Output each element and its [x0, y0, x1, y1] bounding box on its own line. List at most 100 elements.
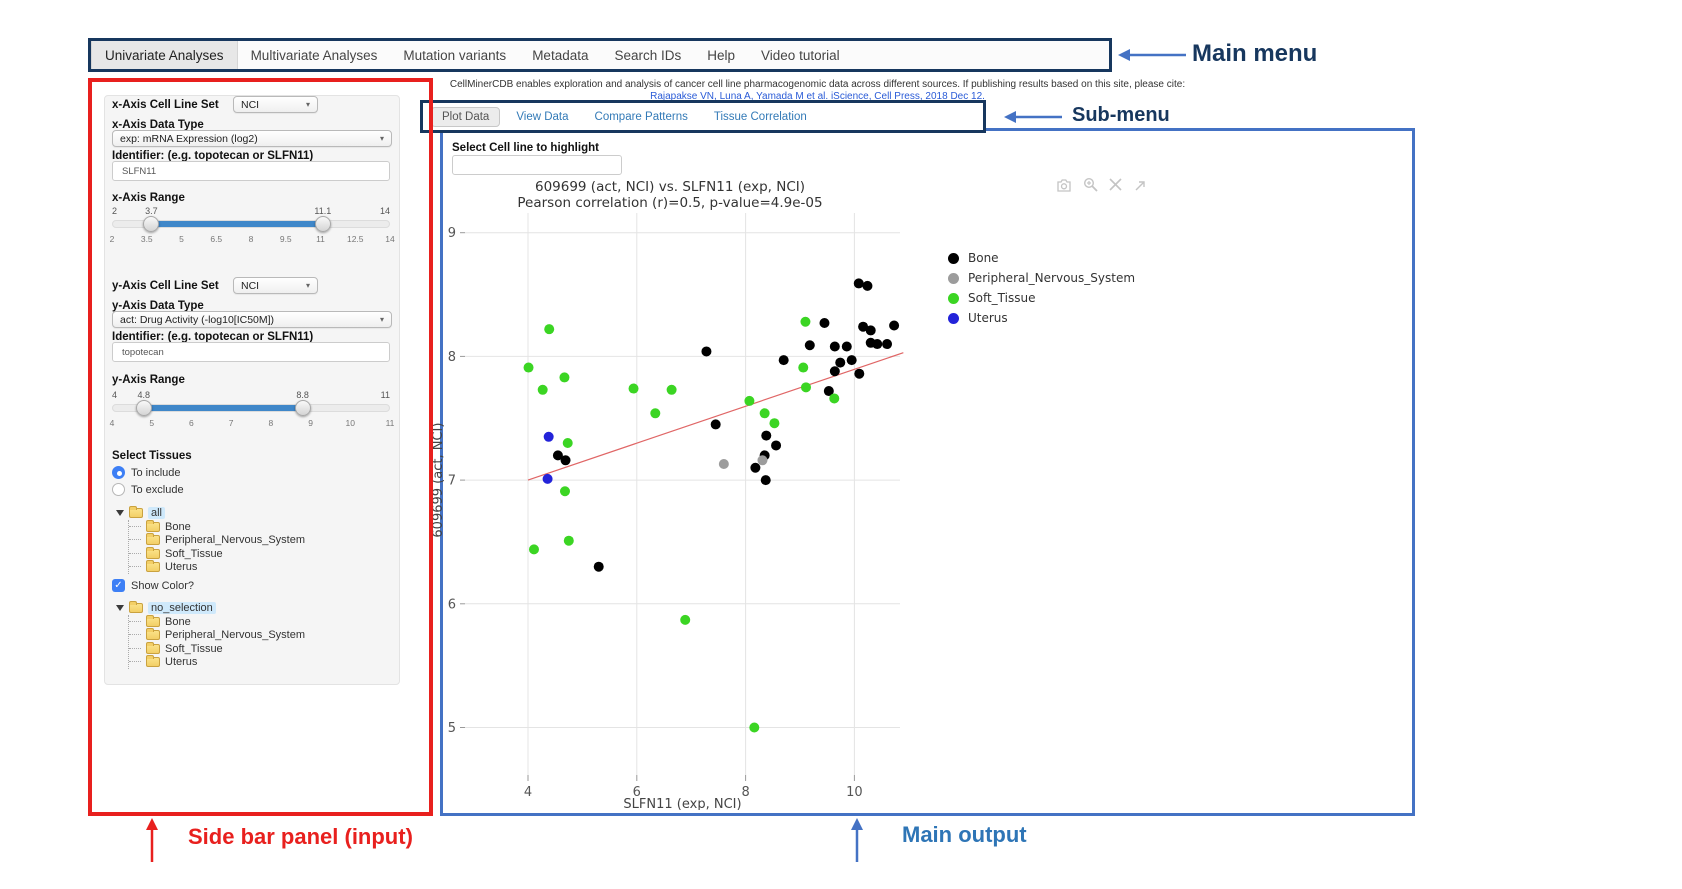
data-point-bone — [829, 366, 840, 377]
tab-tissue-correlation[interactable]: Tissue Correlation — [713, 110, 807, 123]
legend-item-uterus[interactable]: Uterus — [944, 308, 1135, 328]
y-axis-cell-line-set-value: NCI — [241, 279, 260, 292]
x-axis-identifier-input[interactable] — [112, 161, 390, 181]
data-point-bone — [872, 339, 883, 350]
legend-item-soft-tissue[interactable]: Soft_Tissue — [944, 288, 1135, 308]
data-point-bone — [862, 280, 873, 291]
tree-node-label: Uterus — [165, 561, 198, 574]
tree-caret-icon[interactable] — [116, 510, 124, 516]
data-point-soft-tissue — [769, 418, 780, 429]
show-color-checkbox[interactable]: ✓ Show Color? — [112, 579, 194, 592]
x-axis-data-type-select[interactable]: exp: mRNA Expression (log2) ▾ — [112, 130, 392, 147]
camera-icon[interactable] — [1056, 178, 1072, 192]
y-axis-range-slider[interactable]: 4 11 4.8 8.8 4 5 6 7 8 9 10 11 — [110, 390, 395, 430]
slider-to-value: 8.8 — [296, 390, 309, 400]
tree-caret-icon[interactable] — [116, 605, 124, 611]
slider-max-label: 14 — [379, 206, 390, 216]
slider-handle-to[interactable] — [314, 216, 331, 232]
tissue-tree: all Bone Peripheral_Nervous_System Soft_Tis… — [116, 506, 305, 574]
tree-node-uterus[interactable]: Uterus — [129, 655, 305, 670]
slider-rail[interactable] — [112, 404, 390, 412]
legend-item-bone[interactable]: Bone — [944, 248, 1135, 268]
tree-node-label: all — [148, 507, 166, 519]
tissue-exclude-radio[interactable]: To exclude — [112, 483, 184, 496]
y-axis-cell-line-set-select[interactable]: NCI ▾ — [233, 277, 318, 294]
data-point-bone — [710, 419, 721, 430]
menu-item-video-tutorial[interactable]: Video tutorial — [761, 48, 840, 63]
tree-node-soft-tissue[interactable]: Soft_Tissue — [129, 546, 305, 561]
y-tick-label: 8 — [448, 350, 456, 365]
data-point-bone — [750, 462, 761, 473]
tree-node-all[interactable]: all — [116, 506, 305, 520]
tab-compare-patterns[interactable]: Compare Patterns — [594, 110, 688, 123]
menu-item-multivariate-analyses[interactable]: Multivariate Analyses — [250, 48, 378, 63]
data-point-bone — [560, 455, 571, 466]
data-point-bone — [593, 561, 604, 572]
slider-handle-from[interactable] — [143, 216, 160, 232]
data-point-uterus — [543, 431, 554, 442]
folder-icon — [146, 641, 160, 654]
y-axis-identifier-input[interactable] — [112, 342, 390, 362]
sub-menu-arrow-icon — [1004, 111, 1062, 123]
data-point-soft-tissue — [650, 408, 661, 419]
x-axis-data-type-label: x-Axis Data Type — [112, 119, 204, 131]
legend-marker-icon — [948, 272, 959, 284]
y-axis-data-type-select[interactable]: act: Drug Activity (-log10[IC50M]) ▾ — [112, 311, 392, 328]
main-output-annotation-label: Main output — [902, 822, 1027, 847]
tree-node-peripheral-nervous-system[interactable]: Peripheral_Nervous_System — [129, 628, 305, 643]
legend-marker-icon — [948, 252, 959, 264]
main-menu-bar: Univariate Analyses Multivariate Analyses… — [88, 38, 1112, 72]
menu-item-metadata[interactable]: Metadata — [532, 48, 589, 63]
data-point-bone — [889, 320, 900, 331]
tree-node-uterus[interactable]: Uterus — [129, 560, 305, 575]
folder-icon — [146, 533, 160, 546]
tree-node-peripheral-nervous-system[interactable]: Peripheral_Nervous_System — [129, 533, 306, 548]
close-icon[interactable] — [1109, 178, 1122, 191]
data-point-bone — [854, 368, 865, 379]
menu-item-mutation-variants[interactable]: Mutation variants — [403, 48, 507, 63]
slider-from-value: 3.7 — [145, 206, 158, 216]
slider-handle-to[interactable] — [294, 400, 311, 416]
tab-plot-data[interactable]: Plot Data — [431, 106, 501, 127]
data-point-soft-tissue — [559, 486, 570, 497]
legend-marker-icon — [948, 292, 959, 304]
tissue-include-label: To include — [131, 466, 181, 479]
tree-node-no-selection[interactable]: no_selection — [116, 601, 305, 615]
data-point-peripheral-nervous-system — [757, 455, 768, 466]
pan-arrow-icon[interactable] — [1133, 178, 1147, 192]
plot-toolbar — [1056, 177, 1147, 192]
tree-node-bone[interactable]: Bone — [129, 519, 305, 534]
menu-item-help[interactable]: Help — [707, 48, 736, 63]
tab-view-data[interactable]: View Data — [516, 110, 569, 123]
slider-tick: 6.5 — [210, 234, 223, 244]
highlight-cell-line-input[interactable] — [452, 155, 622, 175]
show-color-label: Show Color? — [131, 579, 194, 592]
chevron-down-icon: ▾ — [305, 100, 310, 109]
tree-node-soft-tissue[interactable]: Soft_Tissue — [129, 641, 305, 656]
data-point-soft-tissue — [829, 393, 840, 404]
slider-handle-from[interactable] — [135, 400, 152, 416]
data-point-bone — [552, 450, 563, 461]
x-axis-range-slider[interactable]: 2 14 3.7 11.1 2 3.5 5 6.5 8 9.5 11 12.5 14 — [110, 206, 395, 246]
zoom-in-icon[interactable] — [1083, 177, 1098, 192]
citation-link[interactable]: Rajapakse VN, Luna A, Yamada M et al. iS… — [650, 91, 985, 102]
data-point-soft-tissue — [666, 384, 677, 395]
slider-rail[interactable] — [112, 220, 390, 228]
tree-node-bone[interactable]: Bone — [129, 614, 305, 629]
data-point-bone — [778, 355, 789, 366]
slider-fill — [152, 221, 323, 227]
slider-tick: 8 — [268, 418, 274, 428]
tree-node-label: Peripheral_Nervous_System — [165, 534, 306, 547]
menu-item-univariate-analyses[interactable]: Univariate Analyses — [91, 41, 238, 69]
tree-node-label: Bone — [165, 520, 191, 533]
x-axis-cell-line-set-select[interactable]: NCI ▾ — [233, 96, 318, 113]
folder-icon — [146, 628, 160, 641]
tree-node-label: Soft_Tissue — [165, 642, 223, 655]
menu-item-search-ids[interactable]: Search IDs — [614, 48, 682, 63]
main-menu-arrow-icon — [1118, 49, 1186, 61]
legend-item-peripheral-nervous-system[interactable]: Peripheral_Nervous_System — [944, 268, 1135, 288]
data-point-soft-tissue — [800, 382, 811, 393]
slider-tick: 10 — [345, 418, 356, 428]
slider-tick: 3.5 — [140, 234, 153, 244]
tissue-include-radio[interactable]: To include — [112, 466, 181, 479]
